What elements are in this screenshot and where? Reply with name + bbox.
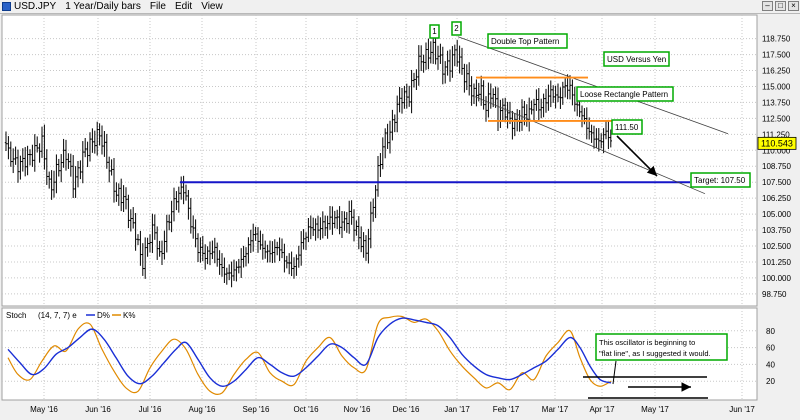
menu-view[interactable]: View bbox=[201, 1, 223, 12]
last-price-marker bbox=[757, 136, 797, 150]
stoch-y-tick-label: 60 bbox=[766, 344, 775, 353]
stoch-y-tick-label: 40 bbox=[766, 360, 775, 369]
legend-k-label: K% bbox=[123, 311, 135, 320]
oscillator-note-box: This oscillator is beginning to "flat lin… bbox=[595, 333, 728, 361]
x-axis: May '16 Jun '16 Jul '16 Aug '16 Sep '16 Oct '… bbox=[30, 405, 755, 414]
target-arrow bbox=[616, 135, 658, 177]
svg-text:Target: 107.50: Target: 107.50 bbox=[694, 176, 746, 185]
x-tick-label: Apr '17 bbox=[589, 405, 615, 414]
oscillator-note-line-2: "flat line", as I suggested it would. bbox=[599, 349, 711, 358]
x-tick-label: Dec '16 bbox=[393, 405, 420, 414]
price-y-tick-label: 103.750 bbox=[762, 226, 791, 235]
channel-lower-line bbox=[474, 96, 706, 195]
stoch-k-line bbox=[7, 315, 612, 396]
loose-rectangle-label: Loose Rectangle Pattern bbox=[576, 86, 674, 102]
x-tick-label: May '17 bbox=[641, 405, 669, 414]
svg-text:Double Top Pattern: Double Top Pattern bbox=[491, 37, 559, 46]
x-tick-label: Feb '17 bbox=[493, 405, 520, 414]
level-111-50-label: 111.50 bbox=[611, 119, 643, 135]
x-tick-label: Nov '16 bbox=[344, 405, 371, 414]
price-y-tick-label: 115.000 bbox=[762, 82, 791, 91]
x-tick-label: Aug '16 bbox=[189, 405, 216, 414]
last-price-value: 110.543 bbox=[761, 138, 793, 148]
stoch-legend-params: (14, 7, 7) e bbox=[38, 311, 77, 320]
price-y-tick-label: 110.000 bbox=[762, 146, 791, 155]
price-panel: 98.750 100.000 101.250 102.500 103.750 105.00… bbox=[1, 14, 797, 307]
timeframe-title[interactable]: 1 Year/Daily bars bbox=[65, 1, 141, 12]
price-y-tick-label: 108.750 bbox=[762, 162, 791, 171]
title-usd-versus-yen: USD Versus Yen bbox=[603, 51, 670, 67]
stoch-legend: Stoch (14, 7, 7) e D% K% bbox=[6, 311, 135, 320]
peak-1-marker: 1 bbox=[429, 24, 440, 39]
x-tick-label: May '16 bbox=[30, 405, 58, 414]
svg-text:2: 2 bbox=[454, 24, 459, 33]
x-tick-label: Jan '17 bbox=[444, 405, 470, 414]
x-tick-label: Jul '16 bbox=[139, 405, 162, 414]
x-tick-label: Mar '17 bbox=[542, 405, 569, 414]
price-y-tick-label: 117.500 bbox=[762, 51, 791, 60]
price-y-tick-label: 111.250 bbox=[762, 130, 790, 139]
price-y-tick-label: 113.750 bbox=[762, 98, 791, 107]
stoch-legend-label: Stoch bbox=[6, 311, 26, 320]
stoch-y-tick-label: 80 bbox=[766, 327, 775, 336]
target-label: Target: 107.50 bbox=[690, 172, 751, 188]
price-y-tick-label: 102.500 bbox=[762, 242, 791, 251]
x-tick-label: Oct '16 bbox=[293, 405, 319, 414]
x-tick-label: Jun '17 bbox=[729, 405, 755, 414]
x-tick-label: Sep '16 bbox=[243, 405, 270, 414]
stochastic-panel: 20 40 60 80 This oscillator is beginning to… bbox=[1, 307, 775, 401]
menu-edit[interactable]: Edit bbox=[174, 1, 193, 12]
app-icon bbox=[2, 2, 11, 11]
menu-file[interactable]: File bbox=[149, 1, 166, 12]
minimize-icon[interactable]: – bbox=[762, 1, 773, 11]
channel-upper-line bbox=[457, 36, 729, 135]
peak-2-marker: 2 bbox=[451, 21, 462, 36]
price-y-tick-label: 107.500 bbox=[762, 178, 791, 187]
price-y-tick-label: 101.250 bbox=[762, 258, 791, 267]
svg-text:111.50: 111.50 bbox=[615, 123, 639, 132]
symbol-title: USD.JPY bbox=[14, 1, 57, 12]
svg-text:Loose Rectangle Pattern: Loose Rectangle Pattern bbox=[580, 90, 668, 99]
price-y-tick-label: 116.250 bbox=[762, 67, 791, 76]
svg-text:USD Versus Yen: USD Versus Yen bbox=[607, 55, 666, 64]
close-icon[interactable]: × bbox=[788, 1, 799, 11]
price-y-tick-label: 106.250 bbox=[762, 194, 791, 203]
note-pointer bbox=[612, 360, 617, 385]
double-top-label: Double Top Pattern bbox=[487, 33, 568, 49]
price-y-tick-label: 100.000 bbox=[762, 274, 791, 283]
stoch-y-tick-label: 20 bbox=[766, 377, 775, 386]
price-y-tick-label: 98.750 bbox=[762, 290, 787, 299]
legend-d-label: D% bbox=[97, 311, 110, 320]
svg-text:1: 1 bbox=[432, 27, 437, 36]
maximize-icon[interactable]: □ bbox=[775, 1, 786, 11]
oscillator-note-line-1: This oscillator is beginning to bbox=[599, 338, 695, 347]
x-tick-label: Jun '16 bbox=[85, 405, 111, 414]
menu-bar: USD.JPY 1 Year/Daily bars File Edit View bbox=[0, 0, 800, 14]
price-y-tick-label: 105.000 bbox=[762, 210, 791, 219]
stoch-d-line bbox=[7, 317, 612, 387]
price-y-tick-label: 118.750 bbox=[762, 35, 791, 44]
price-y-tick-label: 112.500 bbox=[762, 114, 791, 123]
